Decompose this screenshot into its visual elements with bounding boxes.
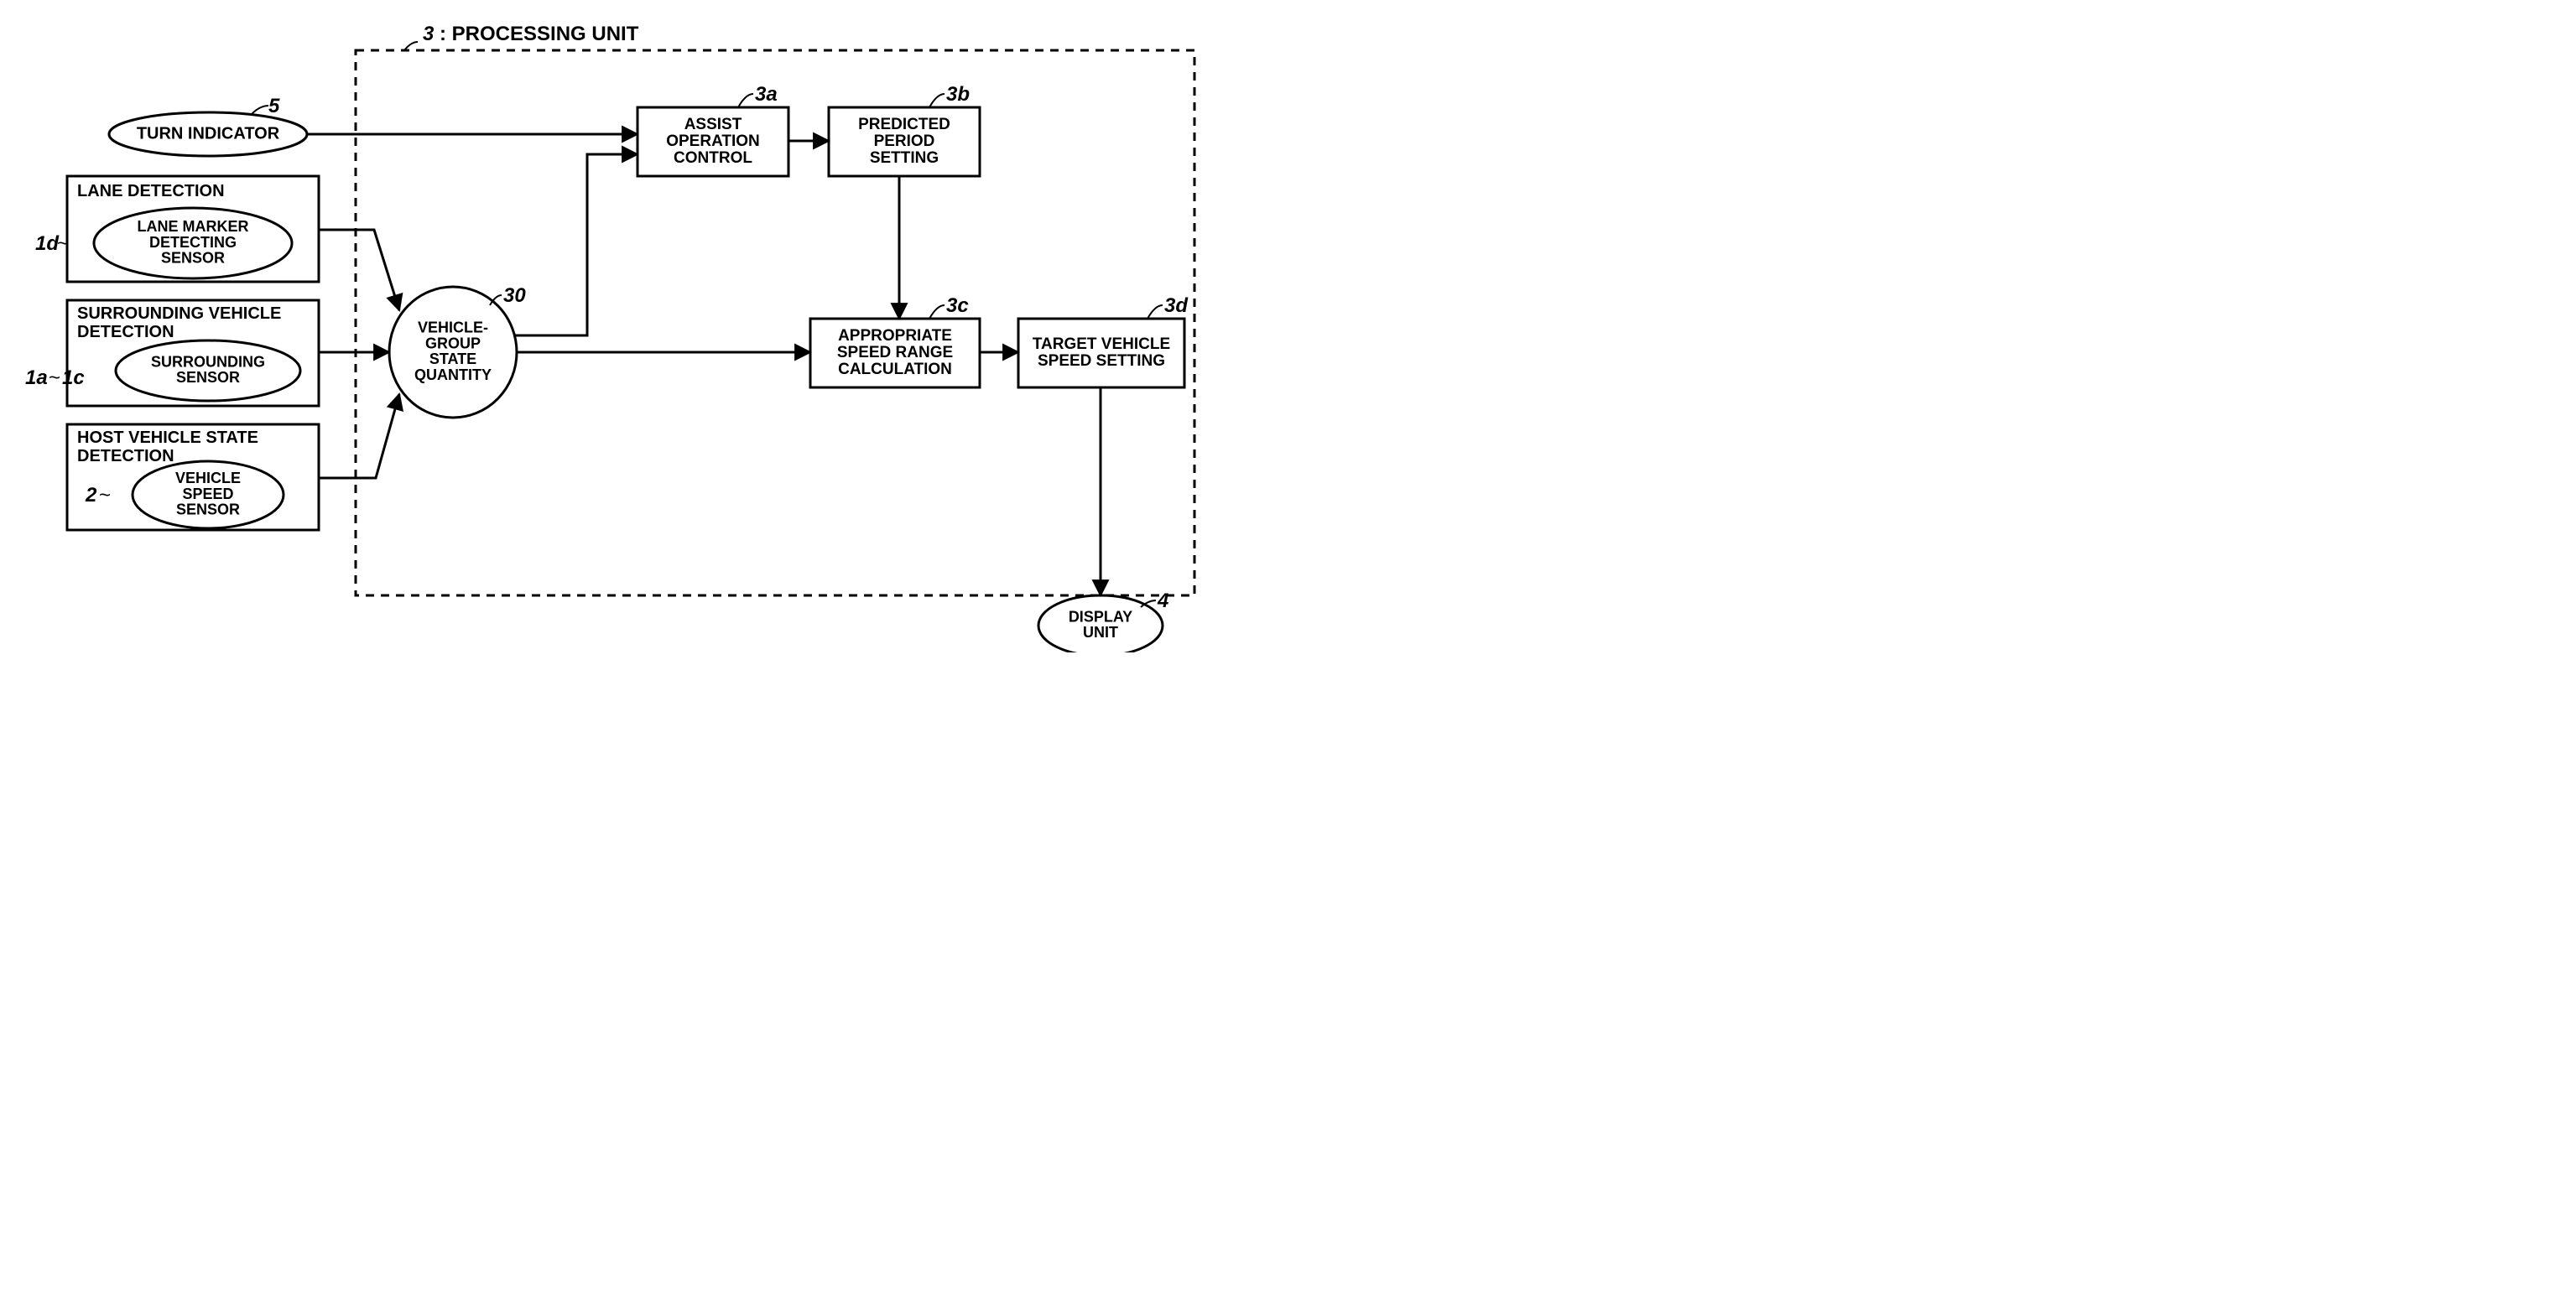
ref-2-tilde: ~ (99, 484, 111, 507)
surrounding-sensor-label: SURROUNDINGSENSOR (151, 353, 265, 386)
svg-text:APPROPRIATE: APPROPRIATE (838, 327, 952, 345)
speed-range-calculation-label: APPROPRIATESPEED RANGECALCULATION (837, 327, 953, 378)
edge-host_box-vehicle_group (319, 394, 399, 478)
svg-text:SENSOR: SENSOR (176, 369, 240, 386)
ref-leader-3a (738, 94, 753, 107)
target-speed-setting-label: TARGET VEHICLESPEED SETTING (1033, 335, 1170, 370)
ref-3d: 3d (1164, 294, 1189, 317)
processing-unit-label: 3 : PROCESSING UNIT (423, 23, 639, 45)
svg-text:ASSIST: ASSIST (684, 116, 742, 133)
host-title-0: HOST VEHICLE STATE (77, 429, 258, 447)
svg-text:TARGET VEHICLE: TARGET VEHICLE (1033, 335, 1170, 353)
svg-text:DISPLAY: DISPLAY (1069, 608, 1132, 625)
lane-detection-title: LANE DETECTION (77, 182, 225, 200)
svg-text:TURN INDICATOR: TURN INDICATOR (137, 124, 280, 143)
svg-text:LANE MARKER: LANE MARKER (138, 218, 249, 235)
edge-vehicle_group-assist_op (515, 154, 637, 335)
ref-leader-3d (1147, 305, 1163, 319)
edge-lane_detection_box-vehicle_group (319, 230, 399, 310)
surrounding-title-1: DETECTION (77, 323, 174, 341)
svg-text:SPEED SETTING: SPEED SETTING (1038, 352, 1165, 370)
svg-text:DETECTING: DETECTING (149, 234, 237, 251)
vehicle-speed-sensor-label: VEHICLESPEEDSENSOR (175, 470, 241, 518)
svg-text:CALCULATION: CALCULATION (838, 361, 952, 378)
ref-4: 4 (1157, 590, 1168, 612)
turn-indicator-label: TURN INDICATOR (137, 124, 280, 143)
ref-5: 5 (268, 95, 280, 117)
predicted-period-setting-label: PREDICTEDPERIODSETTING (858, 116, 950, 167)
ref-leader-5 (252, 106, 268, 114)
svg-text:PERIOD: PERIOD (874, 132, 935, 150)
svg-text:QUANTITY: QUANTITY (414, 366, 492, 383)
ref-1d: 1d (35, 232, 60, 255)
svg-text:CONTROL: CONTROL (674, 149, 752, 167)
svg-text:SETTING: SETTING (870, 149, 939, 167)
ref-30: 30 (503, 284, 526, 307)
ref-leader-3 (404, 42, 418, 50)
svg-text:SURROUNDING: SURROUNDING (151, 353, 265, 370)
svg-text:SPEED: SPEED (182, 486, 233, 502)
svg-text:VEHICLE-: VEHICLE- (418, 319, 488, 335)
ref-1a1c-tilde: ~ (49, 366, 60, 389)
ref-3b: 3b (946, 83, 970, 106)
display-unit-label: DISPLAYUNIT (1069, 608, 1132, 641)
vehicle-group-label: VEHICLE-GROUPSTATEQUANTITY (414, 319, 492, 383)
svg-text:PREDICTED: PREDICTED (858, 116, 950, 133)
host-title-1: DETECTION (77, 447, 174, 465)
ref-3c: 3c (946, 294, 969, 317)
ref-1a: 1a (25, 366, 48, 389)
ref-3a: 3a (755, 83, 778, 106)
svg-text:SENSOR: SENSOR (176, 501, 240, 518)
svg-text:GROUP: GROUP (425, 335, 481, 351)
svg-text:OPERATION: OPERATION (666, 132, 760, 150)
svg-text:STATE: STATE (429, 351, 476, 367)
ref-1d-tilde: ~ (57, 232, 69, 255)
svg-text:UNIT: UNIT (1083, 624, 1118, 641)
lane-marker-sensor-label: LANE MARKERDETECTINGSENSOR (138, 218, 249, 267)
svg-text:SENSOR: SENSOR (161, 250, 225, 267)
svg-text:VEHICLE: VEHICLE (175, 470, 241, 486)
surrounding-title-0: SURROUNDING VEHICLE (77, 304, 281, 323)
ref-leader-3c (929, 305, 945, 319)
ref-1c: 1c (62, 366, 85, 389)
ref-2: 2 (85, 484, 97, 507)
assist-operation-control-label: ASSISTOPERATIONCONTROL (666, 116, 760, 167)
svg-text:SPEED RANGE: SPEED RANGE (837, 344, 953, 361)
ref-leader-3b (929, 94, 945, 107)
